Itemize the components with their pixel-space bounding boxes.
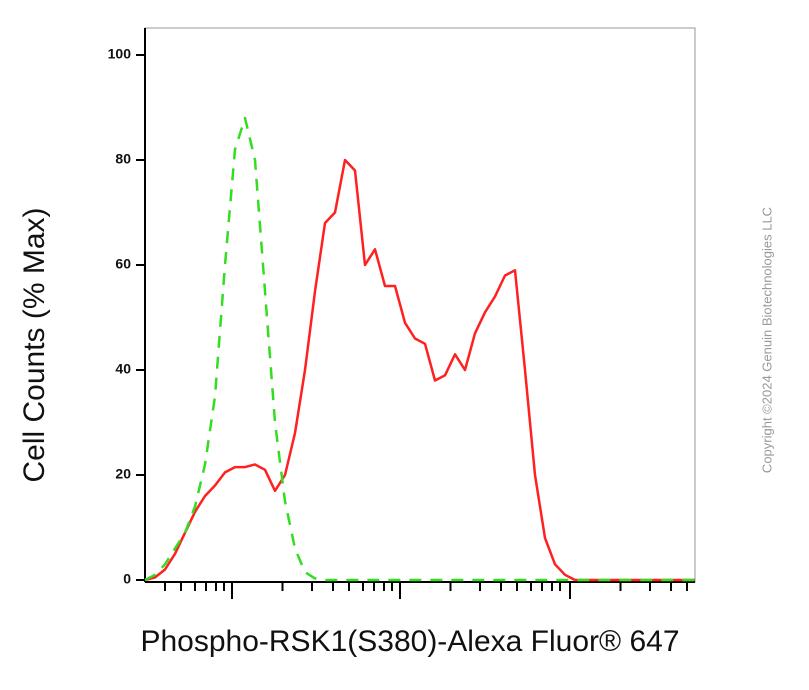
y-tick-label: 40 <box>115 361 131 377</box>
y-tick-label: 100 <box>108 46 132 62</box>
y-tick-label: 80 <box>115 151 131 167</box>
y-tick-label: 20 <box>115 466 131 482</box>
y-tick-label: 60 <box>115 256 131 272</box>
copyright: Copyright ©2024 Genuin Biotechnologies L… <box>759 207 774 473</box>
histogram-line <box>144 158 695 582</box>
y-axis-label: Cell Counts (% Max) <box>18 207 51 482</box>
plot-frame <box>144 27 696 583</box>
histogram-line <box>144 116 695 582</box>
y-tick-label: 0 <box>123 571 131 587</box>
x-axis-label: Phospho-RSK1(S380)-Alexa Fluor® 647 <box>140 625 679 658</box>
